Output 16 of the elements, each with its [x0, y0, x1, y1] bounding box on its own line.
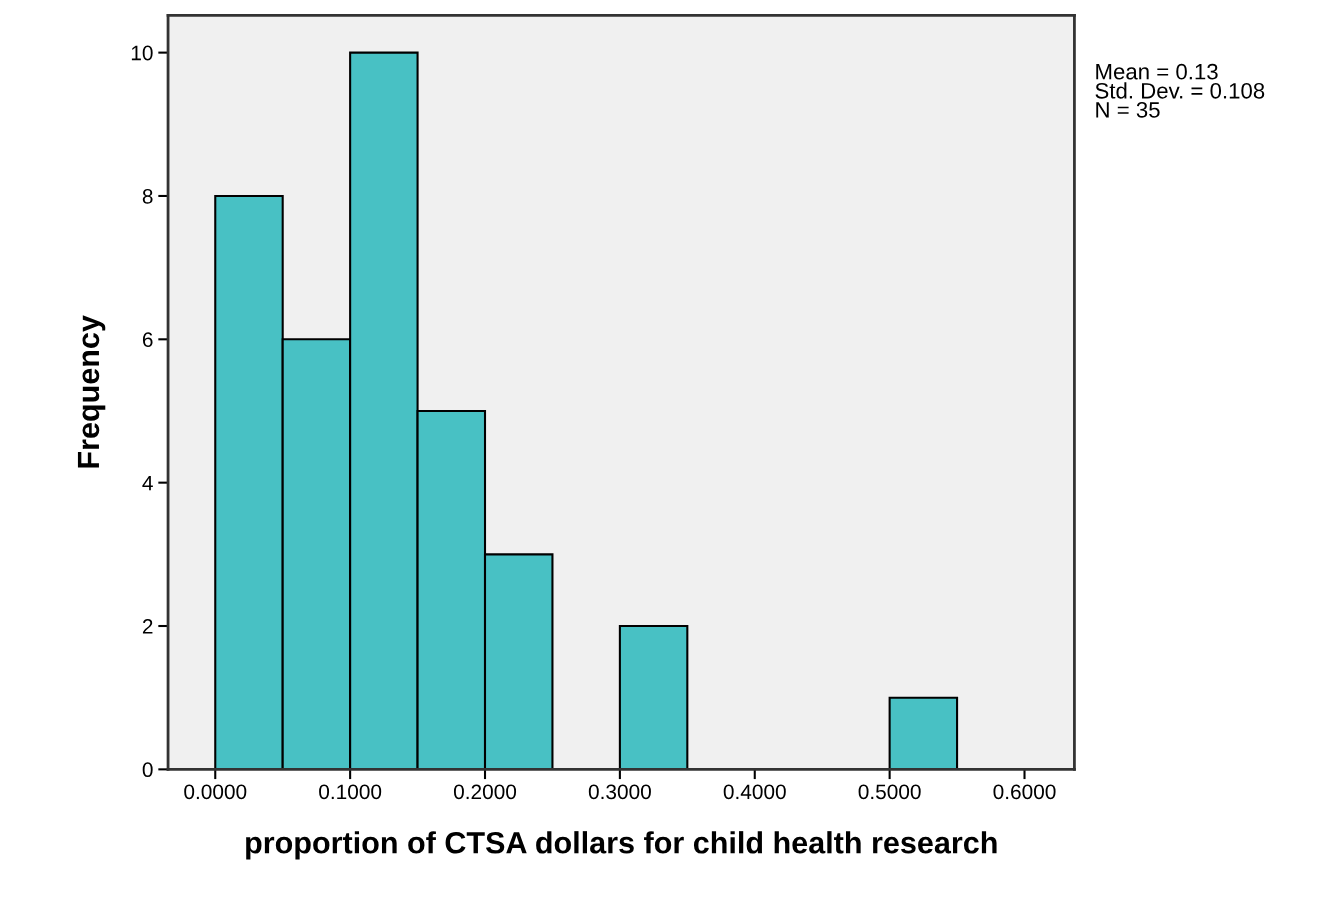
- x-tick-label: 0.0000: [184, 784, 247, 800]
- x-tick-label: 0.3000: [588, 784, 651, 800]
- x-axis-title: proportion of CTSA dollars for child health research: [246, 831, 997, 860]
- y-tick-label: 0: [142, 762, 153, 778]
- x-tick-label: 0.5000: [858, 784, 921, 800]
- y-tick-label: 10: [131, 45, 153, 61]
- y-tick-label: 8: [142, 188, 153, 204]
- y-axis-title: Frequency: [77, 315, 106, 468]
- x-tick-label: 0.2000: [453, 784, 517, 800]
- y-tick-label: 4: [142, 475, 153, 491]
- y-tick-label: 6: [142, 332, 153, 348]
- x-tick-label: 0.1000: [319, 784, 382, 800]
- y-tick-label: 2: [142, 619, 153, 634]
- x-tick-label: 0.6000: [993, 784, 1056, 800]
- text: Mean = 0.13 Std. Dev. = 0.108 N = 35: [1095, 63, 1265, 118]
- x-tick-label: 0.4000: [723, 784, 786, 800]
